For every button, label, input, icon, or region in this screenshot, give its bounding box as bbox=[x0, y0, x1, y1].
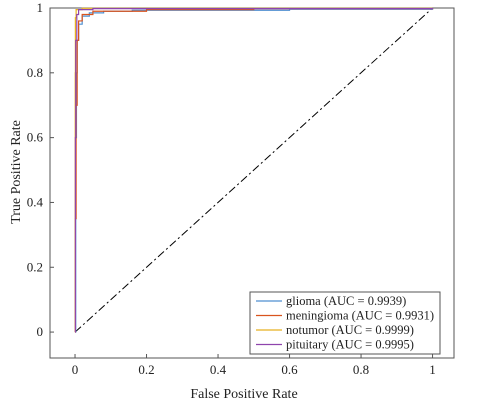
x-tick-label: 0.6 bbox=[281, 362, 298, 377]
x-tick-label: 0.2 bbox=[138, 362, 154, 377]
y-tick-label: 0.6 bbox=[27, 130, 44, 145]
legend-entry-4: pituitary (AUC = 0.9995) bbox=[286, 338, 414, 352]
legend-entry-2: meningioma (AUC = 0.9931) bbox=[286, 309, 434, 323]
roc-series bbox=[74, 7, 434, 333]
x-axis-label: False Positive Rate bbox=[190, 387, 297, 402]
y-axis-ticks: 0 0.2 0.4 0.6 0.8 1 bbox=[27, 0, 54, 339]
x-tick-label: 0.4 bbox=[210, 362, 227, 377]
x-tick-label: 1 bbox=[429, 362, 436, 377]
chance-diagonal-line bbox=[74, 7, 433, 333]
y-tick-label: 0.4 bbox=[27, 194, 44, 209]
y-tick-label: 1 bbox=[37, 0, 44, 15]
legend-entry-3: notumor (AUC = 0.9999) bbox=[286, 323, 414, 337]
y-tick-label: 0.8 bbox=[27, 65, 43, 80]
roc-line-series-4 bbox=[74, 8, 434, 333]
legend-entry-1: glioma (AUC = 0.9939) bbox=[286, 294, 406, 308]
legend: glioma (AUC = 0.9939)meningioma (AUC = 0… bbox=[249, 291, 441, 355]
x-tick-label: 0 bbox=[72, 362, 79, 377]
roc-line-series-2 bbox=[74, 8, 434, 333]
x-tick-label: 0.8 bbox=[353, 362, 369, 377]
legend-box bbox=[249, 291, 441, 355]
y-axis-label: True Positive Rate bbox=[9, 120, 24, 224]
x-axis-ticks: 0 0.2 0.4 0.6 0.8 1 bbox=[72, 354, 436, 377]
y-tick-label: 0 bbox=[37, 324, 44, 339]
y-tick-label: 0.2 bbox=[27, 259, 43, 274]
chance-diagonal bbox=[74, 7, 433, 333]
